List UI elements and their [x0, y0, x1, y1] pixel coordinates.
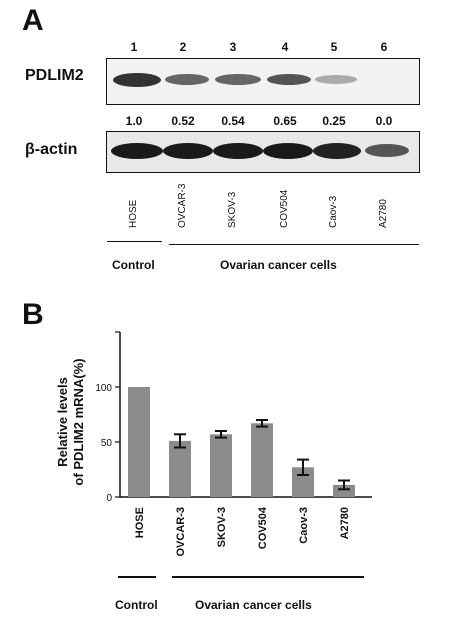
- actin-label: β-actin: [25, 141, 78, 158]
- panel-a-letter: A: [22, 4, 44, 37]
- band-ratio: 0.52: [171, 114, 195, 128]
- lane-number: 5: [330, 40, 338, 54]
- lane-number: 2: [179, 40, 187, 54]
- pdlim2-band-3: [215, 74, 261, 85]
- category-label: HOSE: [134, 507, 146, 538]
- y-tick-label: 50: [101, 438, 113, 449]
- category-label: Caov-3: [298, 507, 310, 544]
- actin-blot: [106, 131, 420, 173]
- y-tick-label: 100: [95, 383, 112, 394]
- category-label: OVCAR-3: [175, 507, 187, 557]
- category-label: COV504: [257, 506, 269, 549]
- pdlim2-band-5: [315, 75, 357, 84]
- actin-band-1: [111, 143, 163, 159]
- lane-number: 3: [229, 40, 237, 54]
- band-ratio: 0.54: [221, 114, 245, 128]
- category-label: A2780: [339, 507, 351, 539]
- bar: [251, 423, 273, 497]
- bar: [333, 484, 355, 497]
- y-axis-label: Relative levels: [55, 377, 70, 467]
- bar: [128, 387, 150, 497]
- lane-number: 1: [130, 40, 138, 54]
- cancer-line-a: [169, 244, 419, 245]
- pdlim2-band-2: [165, 74, 209, 85]
- actin-band-3: [213, 143, 263, 159]
- panel-b-letter: B: [22, 298, 44, 331]
- control-label-b: Control: [115, 598, 158, 612]
- pdlim2-label: PDLIM2: [25, 67, 84, 84]
- pdlim2-band-1: [113, 73, 161, 87]
- pdlim2-blot: [106, 58, 420, 105]
- band-ratio: 0.25: [322, 114, 346, 128]
- control-line-a: [107, 241, 162, 242]
- actin-band-4: [263, 143, 313, 159]
- control-line-b: [118, 576, 156, 578]
- actin-band-6: [365, 144, 409, 157]
- band-ratio: 0.65: [273, 114, 297, 128]
- bar: [169, 440, 191, 497]
- category-label: SKOV-3: [216, 507, 228, 547]
- band-ratio: 0.0: [375, 114, 393, 128]
- cancer-label-b: Ovarian cancer cells: [195, 598, 312, 612]
- actin-band-2: [163, 143, 213, 159]
- bar: [210, 434, 232, 497]
- cancer-label-a: Ovarian cancer cells: [220, 258, 337, 272]
- y-axis-label: of PDLIM2 mRNA(%): [71, 358, 86, 485]
- cancer-line-b: [172, 576, 364, 578]
- y-tick-label: 0: [106, 493, 112, 504]
- actin-band-5: [313, 143, 361, 159]
- pdlim2-band-4: [267, 74, 311, 85]
- lane-number: 4: [281, 40, 289, 54]
- band-ratio: 1.0: [125, 114, 143, 128]
- lane-number: 6: [380, 40, 388, 54]
- control-label-a: Control: [112, 258, 155, 272]
